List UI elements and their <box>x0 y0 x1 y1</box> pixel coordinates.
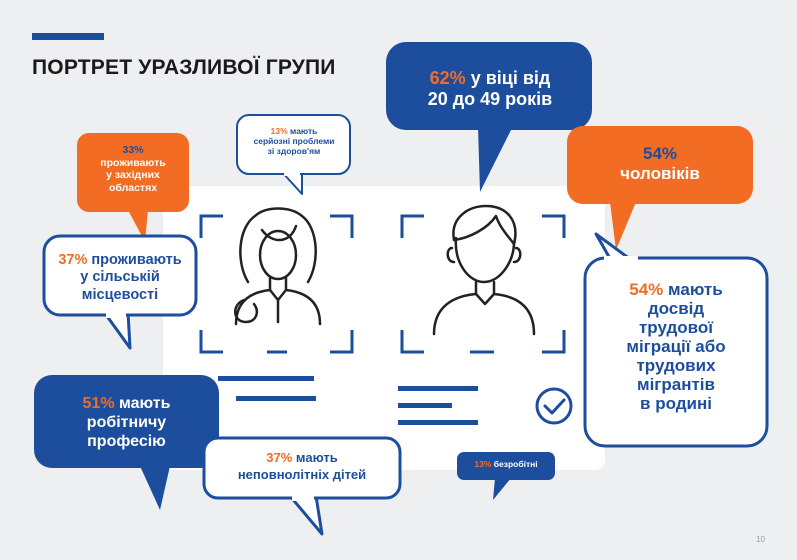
men-pct: 54% <box>642 144 678 163</box>
worker-text-first: мають <box>119 395 171 412</box>
rural-pct: 37% <box>58 252 88 268</box>
men-text: чоловіків <box>620 163 700 183</box>
check-circle-icon <box>535 387 573 425</box>
children-bubble-text: 37% мають неповнолітніх дітей <box>206 450 398 484</box>
health-bubble-shape <box>236 114 351 195</box>
worker-line: робітничу <box>86 414 167 432</box>
health-bubble-text: 13% мають серйозні проблеми зі здоров'ям <box>239 126 349 157</box>
unemployed-pct: 13% <box>474 459 492 469</box>
unemployed-bubble-text: 13% безробітні <box>457 459 555 470</box>
card-text-lines <box>218 376 478 425</box>
migration-line: трудової <box>638 318 714 338</box>
men-bubble-text: 54% чоловіків <box>567 144 753 183</box>
children-text-first: мають <box>295 450 338 465</box>
migration-line: трудових <box>636 356 716 376</box>
unemployed-bubble-shape <box>457 452 555 500</box>
west-line: проживають <box>100 156 166 169</box>
migration-bubble-text: 54% мають досвід трудової міграції або т… <box>590 280 762 413</box>
worker-bubble-shape <box>34 375 219 510</box>
rural-line: у сільській <box>80 269 160 286</box>
rural-bubble-shape <box>42 234 198 350</box>
health-pct: 13% <box>270 126 288 136</box>
migration-bubble-shape <box>583 232 769 448</box>
rural-line: місцевості <box>81 286 159 303</box>
woman-frame-corners <box>199 214 354 354</box>
west-bubble-text: 33% проживають у західних областях <box>77 144 189 194</box>
west-line: у західних <box>106 169 160 182</box>
profile-card <box>163 186 605 470</box>
migration-line: міграції або <box>626 337 726 357</box>
title-accent-bar <box>32 33 104 40</box>
children-text-line2: неповнолітніх дітей <box>237 466 367 482</box>
age-pct: 62% <box>429 68 466 88</box>
rural-bubble-text: 37% проживають у сільській місцевості <box>46 252 194 304</box>
rural-text-first: проживають <box>91 252 182 268</box>
age-text-line2: 20 до 49 років <box>427 88 553 109</box>
worker-line: професію <box>87 433 166 451</box>
worker-pct: 51% <box>82 395 115 412</box>
health-line: зі здоров'ям <box>267 146 321 157</box>
health-line: серйозні проблеми <box>253 136 335 147</box>
migration-pct: 54% <box>629 280 664 299</box>
children-bubble-shape <box>202 436 402 536</box>
age-bubble-text: 62% у віці від 20 до 49 років <box>390 68 590 109</box>
age-bubble-shape <box>386 42 592 192</box>
men-bubble-shape <box>567 126 753 250</box>
migration-line: досвід <box>647 299 705 319</box>
man-frame-corners <box>400 214 566 354</box>
migration-line: мігрантів <box>637 375 715 395</box>
migration-text-first: мають <box>668 280 723 299</box>
migration-line: в родині <box>640 394 712 414</box>
page-number: 10 <box>756 535 765 544</box>
children-pct: 37% <box>266 450 293 465</box>
page-title: ПОРТРЕТ УРАЗЛИВОЇ ГРУПИ <box>32 56 336 79</box>
unemployed-text: безробітні <box>493 459 538 469</box>
worker-bubble-text: 51% мають робітничу професію <box>36 394 217 452</box>
west-pct: 33% <box>122 144 144 156</box>
woman-portrait-icon <box>234 207 322 326</box>
west-bubble-shape <box>77 133 189 242</box>
health-text-first: мають <box>290 126 318 136</box>
west-line: областях <box>108 181 158 194</box>
age-text-line1: у віці від <box>470 68 551 88</box>
man-portrait-icon <box>432 204 536 336</box>
